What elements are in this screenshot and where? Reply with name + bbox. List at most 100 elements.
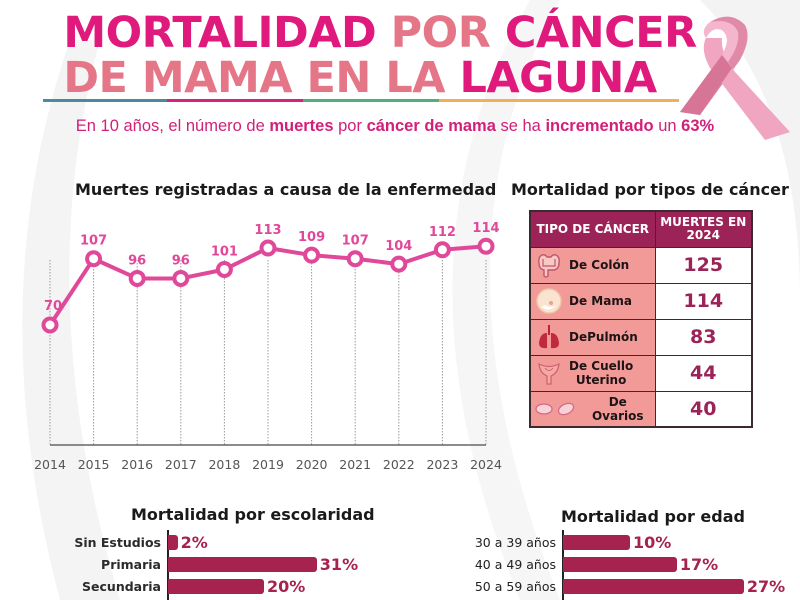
education-chart-title: Mortalidad por escolaridad [131, 505, 375, 524]
bar-row: Primaria 31% [65, 554, 359, 574]
divider-segment-3 [303, 99, 439, 102]
bar-value-label: 31% [319, 554, 359, 574]
bar-value-label: 27% [746, 576, 786, 596]
column-header-deaths: MUERTES EN 2024 [654, 210, 753, 248]
data-label: 70 [44, 299, 62, 314]
deaths-value: 114 [654, 282, 753, 320]
data-point [259, 239, 277, 257]
title-segment: MORTALIDAD [63, 8, 391, 58]
header-text: MUERTES EN [660, 215, 747, 230]
subtitle-text: En 10 años, el número de [75, 117, 270, 135]
title-line-2: DE MAMA EN LA LAGUNA [60, 55, 660, 101]
pink-ribbon-icon [680, 16, 790, 140]
cancer-type-cell: De Ovarios [529, 390, 656, 428]
deaths-value: 44 [654, 354, 753, 392]
deaths-value: 125 [654, 246, 753, 284]
table-header-row: TIPO DE CÁNCER MUERTES EN 2024 [529, 210, 753, 248]
bar-row: 40 a 49 años 17% [472, 554, 719, 574]
data-label: 104 [385, 239, 412, 254]
x-tick-label: 2019 [252, 457, 284, 472]
ovaries-icon [535, 395, 575, 423]
x-tick-label: 2017 [165, 457, 197, 472]
data-point [433, 241, 451, 259]
divider-segment-4 [439, 99, 679, 102]
table-title: Mortalidad por tipos de cáncer [511, 180, 789, 199]
data-label: 112 [429, 225, 456, 240]
title-segment: POR [390, 8, 505, 58]
bar-row: 30 a 39 años 10% [472, 532, 672, 552]
bar-category-label: Primaria [101, 556, 161, 572]
bar [563, 534, 630, 550]
bar [563, 556, 677, 572]
cancer-type-cell: De Mama [529, 282, 656, 320]
bar [168, 578, 264, 594]
cancer-type-label: DePulmón [569, 330, 638, 344]
title-segment: CÁNCER [504, 8, 697, 58]
data-point [477, 237, 495, 255]
subtitle-text: se ha [495, 117, 546, 135]
data-point [41, 316, 59, 334]
deaths-value: 83 [654, 318, 753, 356]
bar-axis [562, 530, 564, 600]
bar-row: Sin Estudios 2% [65, 533, 207, 552]
series-line [48, 244, 487, 327]
data-point [172, 269, 190, 287]
table-row: De Cuello Uterino 44 [529, 354, 753, 392]
title-segment: LAGUNA [459, 53, 657, 103]
x-tick-label: 2020 [296, 457, 328, 472]
cancer-type-label: De Ovarios [591, 394, 644, 423]
subtitle: En 10 años, el número de muertes por cán… [0, 117, 790, 136]
bar-value-label: 17% [679, 554, 719, 574]
data-point [303, 246, 321, 264]
age-chart-title: Mortalidad por edad [561, 507, 745, 526]
x-tick-label: 2021 [339, 457, 371, 472]
data-label: 107 [80, 234, 107, 249]
subtitle-emphasis: cáncer de mama [366, 117, 496, 135]
bar [168, 556, 317, 572]
subtitle-text: un [653, 117, 682, 135]
table-row: De Mama 114 [529, 282, 753, 320]
line-chart: 2014 2015 2016 2017 2018 2019 2020 2021 2022 2023… [34, 221, 502, 472]
bar [168, 534, 178, 550]
subtitle-emphasis: incrementado [545, 117, 654, 135]
breast-icon [535, 287, 563, 315]
subtitle-text: por [333, 117, 367, 135]
bar-row: Secundaria 20% [65, 576, 306, 596]
data-point [346, 250, 364, 268]
table-row: De Colón 125 [529, 246, 753, 284]
colon-icon [535, 251, 563, 279]
cancer-type-cell: De Colón [529, 246, 656, 284]
bar-category-label: 40 a 49 años [474, 556, 556, 572]
cancer-type-label: De Mama [569, 294, 632, 308]
bar [563, 578, 744, 594]
table-row: DePulmón 83 [529, 318, 753, 356]
data-point [128, 269, 146, 287]
column-header-type: TIPO DE CÁNCER [529, 210, 656, 248]
divider-segment-2 [167, 99, 303, 102]
subtitle-emphasis: 63% [681, 117, 715, 135]
table-row: De Ovarios 40 [529, 390, 753, 428]
x-tick-label: 2015 [78, 457, 110, 472]
divider-segment-1 [43, 99, 167, 102]
bar-value-label: 10% [633, 532, 672, 552]
data-label: 96 [128, 253, 146, 268]
bar-category-label: Sin Estudios [74, 534, 161, 550]
data-point [215, 260, 233, 278]
data-label: 114 [472, 221, 499, 236]
bar-value-label: 20% [267, 576, 306, 596]
cancer-types-table: TIPO DE CÁNCER MUERTES EN 2024 De Colón 12… [529, 210, 753, 428]
x-tick-label: 2023 [426, 457, 458, 472]
data-label: 113 [254, 223, 281, 238]
line-chart-title: Muertes registradas a causa de la enferm… [75, 180, 497, 199]
x-tick-label: 2022 [383, 457, 415, 472]
deaths-value: 40 [654, 390, 753, 428]
bar-category-label: Secundaria [82, 578, 161, 594]
bar-category-label: 30 a 39 años [474, 534, 556, 550]
title-line-1: MORTALIDAD POR CÁNCER [60, 10, 700, 56]
x-tick-label: 2018 [208, 457, 240, 472]
uterus-icon [535, 359, 563, 387]
data-point [390, 255, 408, 273]
data-label: 96 [172, 253, 190, 268]
subtitle-emphasis: muertes [269, 117, 334, 135]
data-label: 109 [298, 230, 325, 245]
